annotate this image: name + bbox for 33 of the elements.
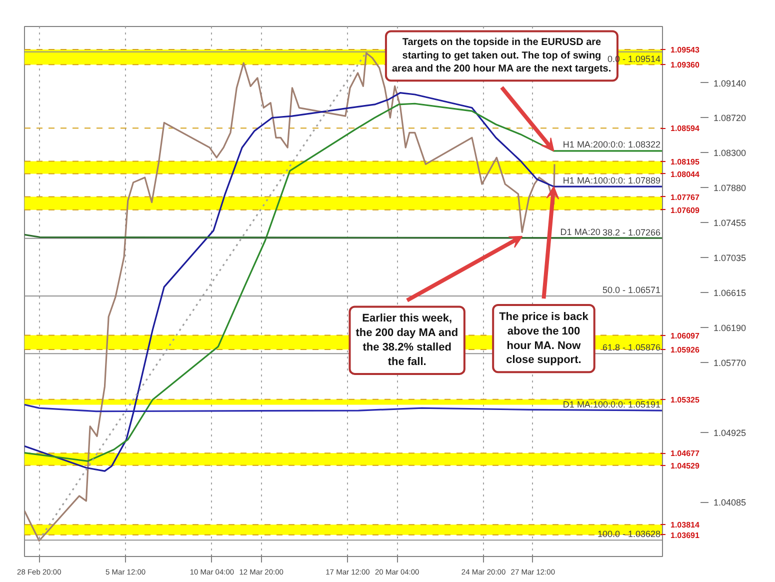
y-tick-label: 1.08720 [714, 113, 746, 124]
annotation: The price is back above the 100 hour MA. Now close support. [499, 310, 590, 366]
y-tick-label: 1.04925 [714, 428, 746, 438]
annotation: 38.2 - 1.07266 [602, 227, 661, 238]
ref-line-label: 1.08195 [670, 157, 700, 166]
ref-line-label: 1.04529 [670, 461, 700, 470]
ref-line-label: 1.09360 [670, 60, 700, 70]
ref-line-label: 1.07767 [670, 192, 700, 202]
ref-line-label: 1.06097 [670, 331, 700, 340]
annotation: D1 MA:100:0:0: 1.05191 [562, 399, 661, 410]
ref-line-label: 1.08044 [670, 170, 700, 179]
annotation: H1 MA:100:0:0: 1.07889 [562, 176, 661, 186]
annotation: Earlier this week, the 200 day MA and the 38.2% stalled the fall. [356, 312, 458, 368]
ref-line-label: 1.05325 [670, 395, 700, 404]
ref-line-label: 1.04677 [670, 449, 700, 458]
y-tick-label: 1.07035 [714, 252, 746, 263]
annotation: H1 MA:200:0:0: 1.08322 [562, 140, 661, 150]
y-tick-label: 1.09140 [714, 78, 746, 88]
ref-line-label: 1.05926 [670, 345, 700, 354]
y-tick-label: 1.08300 [714, 148, 746, 158]
annotation: D1 MA:20 [560, 227, 600, 237]
y-tick-label: 1.05770 [714, 358, 746, 368]
y-tick-label: 1.06190 [714, 323, 746, 334]
ref-line-label: 1.03814 [670, 520, 700, 530]
y-tick-label: 1.06615 [714, 288, 746, 298]
ref-line-label: 1.08594 [670, 124, 700, 134]
ref-line-label: 1.03691 [670, 530, 700, 540]
ref-line-label: 1.09543 [670, 45, 700, 54]
y-tick-label: 1.04085 [714, 498, 746, 508]
y-tick-label: 1.07455 [714, 218, 746, 228]
y-tick-label: 1.07880 [714, 182, 746, 193]
annotation: 50.0 - 1.06571 [602, 284, 661, 295]
ref-line-label: 1.07609 [670, 206, 700, 215]
